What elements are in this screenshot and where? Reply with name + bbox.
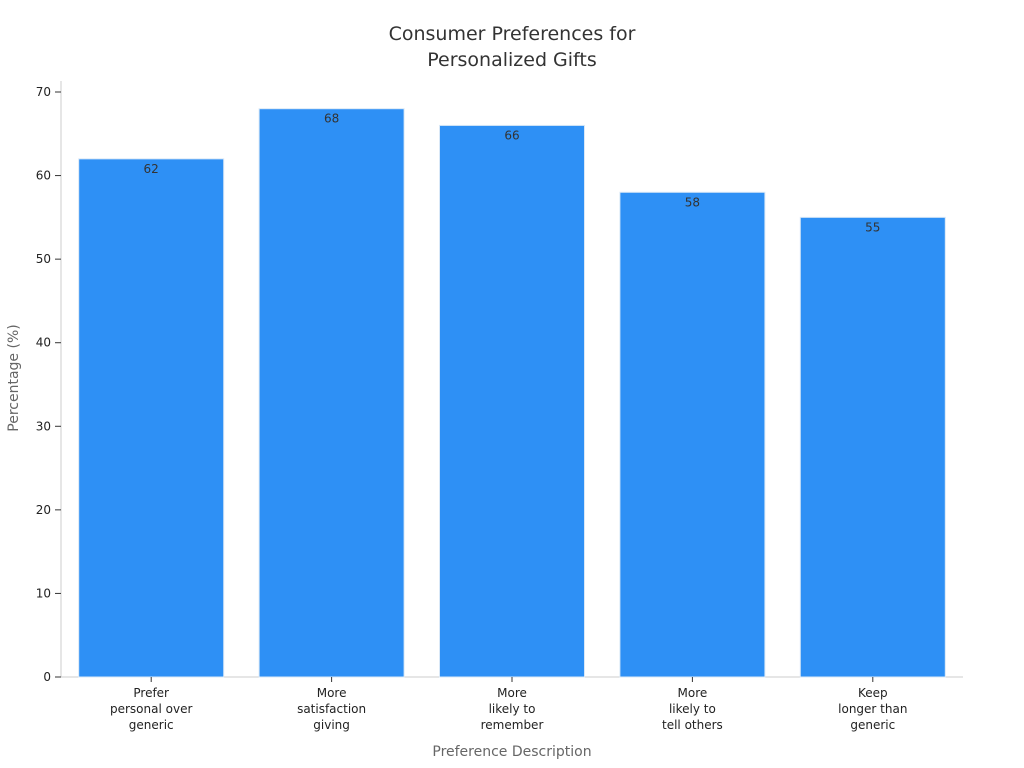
- bar-value-label: 62: [144, 162, 159, 176]
- y-axis-title: Percentage (%): [6, 324, 22, 431]
- y-tick-label: 60: [36, 169, 51, 183]
- bar: [258, 108, 405, 678]
- x-tick-label: satisfaction: [297, 702, 366, 716]
- x-tick-label: likely to: [489, 702, 536, 716]
- y-tick-label: 50: [36, 252, 51, 266]
- bars: [78, 108, 946, 678]
- x-tick-label: More: [317, 686, 347, 700]
- x-tick-label: remember: [481, 718, 544, 732]
- x-tick-label: personal over: [110, 702, 192, 716]
- chart-title: Consumer Preferences for Personalized Gi…: [389, 23, 636, 71]
- bar: [439, 124, 585, 678]
- x-tick-labels: Prefer personal over generic More satisfacti…: [110, 677, 907, 732]
- x-tick-label: giving: [313, 718, 350, 732]
- y-tick-label: 70: [36, 85, 51, 99]
- chart-title-line-2: Personalized Gifts: [427, 49, 597, 71]
- bar: [78, 158, 225, 678]
- y-tick-labels: 0 10 20 30 40 50 60 70: [36, 85, 61, 684]
- bar-value-label: 58: [685, 195, 700, 209]
- x-tick-label: longer than: [838, 702, 907, 716]
- data-labels: 62 68 66 58 55: [144, 112, 881, 235]
- bar: [799, 216, 946, 678]
- bar-value-label: 66: [504, 128, 519, 142]
- y-tick-label: 0: [43, 670, 51, 684]
- x-tick-label: More: [678, 686, 708, 700]
- y-tick-label: 40: [36, 336, 51, 350]
- x-tick-label: Prefer: [133, 686, 169, 700]
- x-tick-label: generic: [129, 718, 174, 732]
- bar-value-label: 68: [324, 112, 339, 126]
- x-tick-label: generic: [850, 718, 895, 732]
- x-tick-label: Keep: [858, 686, 888, 700]
- chart-title-line-1: Consumer Preferences for: [389, 23, 636, 45]
- x-tick-label: tell others: [662, 718, 723, 732]
- y-tick-label: 20: [36, 503, 51, 517]
- x-tick-label: More: [497, 686, 527, 700]
- y-tick-label: 30: [36, 419, 51, 433]
- x-tick-label: likely to: [669, 702, 716, 716]
- x-axis-title: Preference Description: [432, 744, 591, 760]
- y-tick-label: 10: [36, 586, 51, 600]
- bar: [619, 191, 766, 678]
- bar-value-label: 55: [865, 220, 880, 234]
